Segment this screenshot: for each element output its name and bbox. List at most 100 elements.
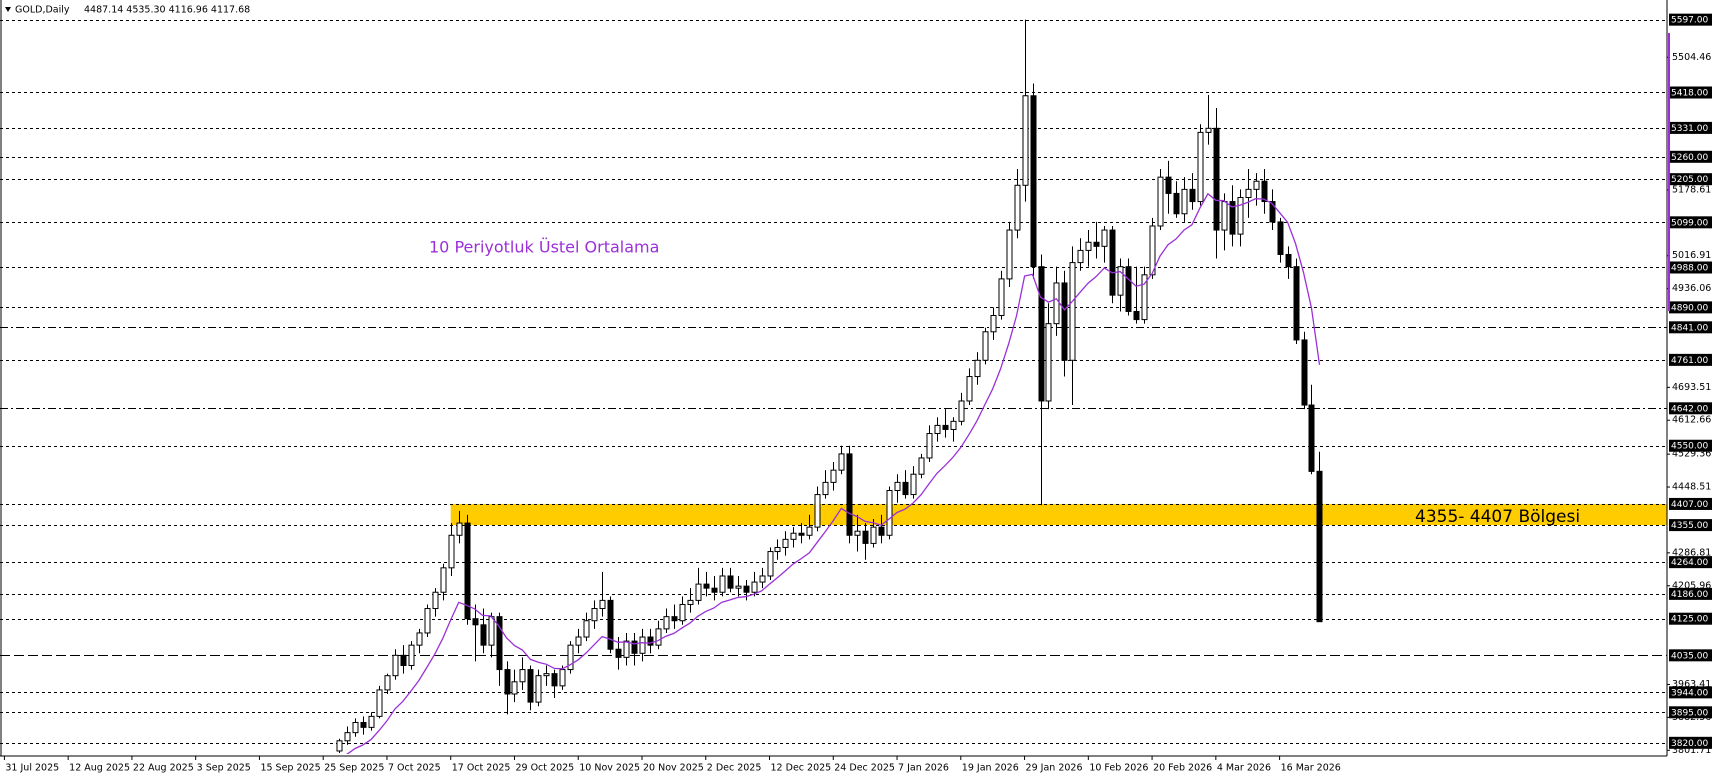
candle-body (814, 494, 821, 528)
candle-body (464, 522, 471, 620)
x-tick-label: 20 Feb 2026 (1153, 763, 1212, 774)
candle-body (400, 654, 407, 667)
candle-body (551, 673, 558, 687)
candle-body (950, 420, 957, 430)
candle-body (719, 575, 726, 593)
candle-body (782, 538, 789, 548)
candle-body (846, 453, 853, 536)
level-label-box (1669, 497, 1712, 510)
candle-body (1269, 201, 1276, 223)
candle-body (1117, 266, 1124, 296)
level-label-box (1669, 301, 1712, 314)
candle-body (1141, 274, 1148, 321)
level-label-box (1669, 439, 1712, 452)
candle-body (440, 567, 447, 593)
chart-title: GOLD,Daily (15, 5, 70, 16)
level-label-box (1669, 519, 1712, 532)
candle-body (1085, 241, 1092, 251)
chart-subtitle: 4487.14 4535.30 4116.96 4117.68 (84, 5, 250, 16)
candle-body (870, 526, 877, 544)
candle-body (711, 587, 718, 593)
candle-body (1149, 225, 1156, 276)
level-label: 5099.00 (1671, 218, 1708, 228)
candle-body (1301, 339, 1308, 406)
candle-body (1197, 131, 1204, 203)
candle-body (695, 583, 702, 601)
candle-body (543, 673, 550, 677)
x-tick-label: 7 Jan 2026 (898, 763, 949, 774)
level-label-box (1669, 587, 1712, 600)
candle-body (1157, 176, 1164, 227)
candle-body (743, 585, 750, 593)
candle-body (790, 532, 797, 540)
candle-body (1277, 221, 1284, 255)
candle-body (822, 481, 829, 496)
candle-body (336, 740, 343, 752)
candle-body (1165, 176, 1172, 194)
ema-line (346, 192, 1321, 754)
candle-body (639, 636, 646, 654)
candle-body (663, 616, 670, 630)
y-tick-label: 4693.51 (1672, 382, 1711, 393)
ema-annotation: 10 Periyotluk Üstel Ortalama (429, 238, 659, 257)
x-tick-label: 29 Jan 2026 (1026, 763, 1083, 774)
level-label-box (1669, 150, 1712, 163)
level-label: 5205.00 (1671, 175, 1708, 185)
x-tick-label: 24 Dec 2025 (834, 763, 895, 774)
x-tick-label: 10 Nov 2025 (579, 763, 640, 774)
x-tick-label: 7 Oct 2025 (388, 763, 441, 774)
x-tick-label: 12 Dec 2025 (771, 763, 832, 774)
x-tick-label: 31 Jul 2025 (5, 763, 59, 774)
level-label: 4264.00 (1671, 558, 1708, 568)
candle-body (727, 575, 734, 589)
level-label-box (1669, 216, 1712, 229)
candle-body (998, 278, 1005, 317)
candle-body (703, 583, 710, 589)
level-label: 5597.00 (1671, 16, 1708, 26)
candle-body (1221, 201, 1228, 231)
candle-body (974, 359, 981, 378)
candle-body (1006, 229, 1013, 280)
candle-body (408, 644, 415, 667)
candle-body (1245, 188, 1252, 198)
candle-body (480, 624, 487, 646)
level-label-box (1669, 353, 1712, 366)
candle-body (838, 453, 845, 471)
candle-body (886, 490, 893, 536)
price-axis: 5504.46 5178.61 5016.91 4936.06 4693.51 4612.… (1667, 13, 1712, 756)
y-tick-label: 3801.71 (1672, 745, 1711, 756)
candle-body (1237, 196, 1244, 235)
candle-body (1213, 127, 1220, 231)
candle-body (1308, 404, 1315, 472)
x-tick-label: 16 Mar 2026 (1281, 763, 1341, 774)
candle-body (767, 551, 774, 577)
x-tick-label: 25 Sep 2025 (324, 763, 384, 774)
candle-body (448, 534, 455, 569)
level-label: 4988.00 (1671, 263, 1708, 273)
candle-body (862, 530, 869, 544)
candle-body (1093, 241, 1100, 247)
y-tick-label: 5504.46 (1672, 52, 1711, 63)
level-label-box (1669, 402, 1712, 415)
candle-body (472, 618, 479, 626)
level-label-box (1669, 686, 1712, 699)
candle-body (1014, 184, 1021, 231)
x-tick-label: 15 Sep 2025 (260, 763, 320, 774)
x-tick-label: 10 Feb 2026 (1089, 763, 1148, 774)
level-label-box (1669, 86, 1712, 99)
level-label: 3820.00 (1671, 739, 1708, 749)
x-tick-label: 20 Nov 2025 (643, 763, 704, 774)
candle-body (1030, 95, 1037, 268)
candle-body (456, 522, 463, 536)
candle-body (774, 546, 781, 553)
candle-body (1173, 192, 1180, 215)
y-tick-label: 4612.66 (1672, 415, 1711, 426)
level-label: 3895.00 (1671, 708, 1708, 718)
candle-body (575, 636, 582, 646)
candle-body (416, 632, 423, 646)
level-label: 4841.00 (1671, 323, 1708, 333)
candle-body (990, 315, 997, 333)
candle-body (1022, 95, 1029, 186)
candle-body (966, 376, 973, 402)
